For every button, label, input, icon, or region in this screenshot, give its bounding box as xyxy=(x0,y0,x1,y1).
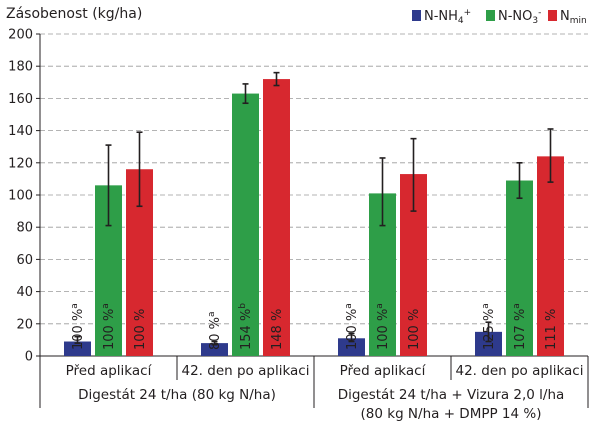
y-tick-label-200: 200 xyxy=(8,28,33,43)
y-tick-label-100: 100 xyxy=(8,189,33,204)
data-label-2-2: 100 % xyxy=(407,309,422,350)
data-label-sup-1-2: a xyxy=(375,303,385,309)
data-label-text-2-0: 100 % xyxy=(133,309,148,350)
y-tick-label-160: 160 xyxy=(8,92,33,107)
data-label-sup-0-0: a xyxy=(70,303,80,309)
legend-main-0: N-NH xyxy=(424,9,458,24)
x-axis: Před aplikací 42. den po aplikaci Před apl… xyxy=(39,356,589,422)
data-label-sup-0-3: a xyxy=(481,303,491,309)
data-label-0-2: 100 %a xyxy=(344,303,360,350)
legend-sup-1: - xyxy=(538,8,541,18)
axes: 0 20 40 60 80 100 120 140 160 180 200 xyxy=(8,28,588,365)
y-tick-label-140: 140 xyxy=(8,124,33,139)
legend-swatch-2 xyxy=(548,10,557,21)
data-label-text-1-3: 107 % xyxy=(513,309,528,350)
data-label-0-0: 100 %a xyxy=(70,303,86,350)
bar-2-1 xyxy=(263,79,290,356)
legend-main-2: N xyxy=(560,9,570,24)
data-label-2-1: 148 % xyxy=(270,309,285,350)
group-label-line2-1: (80 kg N/ha + DMPP 14 %) xyxy=(361,406,542,422)
bar-1-3 xyxy=(506,180,533,356)
category-label-1: 42. den po aplikaci xyxy=(182,363,310,379)
group-label-1: Digestát 24 t/ha + Vizura 2,0 l/ha xyxy=(338,387,565,403)
legend-label-2: Nmin xyxy=(560,9,587,26)
group-label-0: Digestát 24 t/ha (80 kg N/ha) xyxy=(78,387,276,403)
error-bars xyxy=(74,71,554,346)
legend-main-1: N-NO xyxy=(498,9,532,24)
data-label-sup-1-3: a xyxy=(512,303,522,309)
y-axis-label: Zásobenost (kg/ha) xyxy=(6,6,142,22)
grid xyxy=(40,33,588,325)
bar-1-1 xyxy=(232,93,259,356)
data-label-sup-1-0: a xyxy=(101,303,111,309)
legend-label-1: N-NO3- xyxy=(498,8,541,26)
data-label-text-0-1: 80 % xyxy=(208,317,223,350)
y-tick-label-20: 20 xyxy=(16,317,33,332)
data-label-1-3: 107 %a xyxy=(512,303,528,350)
data-label-text-2-1: 148 % xyxy=(270,309,285,350)
data-label-text-0-2: 100 % xyxy=(345,309,360,350)
data-label-2-3: 111 % xyxy=(544,309,559,350)
data-label-2-0: 100 % xyxy=(133,309,148,350)
data-label-1-2: 100 %a xyxy=(375,303,391,350)
data-label-0-1: 80 %a xyxy=(207,311,223,350)
data-label-text-1-0: 100 % xyxy=(102,309,117,350)
data-label-text-0-3: 125 % xyxy=(482,309,497,350)
data-label-text-0-0: 100 % xyxy=(71,309,86,350)
category-label-2: Před aplikací xyxy=(340,363,427,379)
y-tick-label-0: 0 xyxy=(25,350,33,365)
y-tick-label-80: 80 xyxy=(16,221,33,236)
data-label-sup-1-1: b xyxy=(238,303,248,309)
bar-0-1 xyxy=(201,343,228,356)
data-label-0-3: 125 %a xyxy=(481,303,497,350)
legend-sub-1: 3 xyxy=(532,16,538,26)
legend-swatch-0 xyxy=(412,10,421,21)
data-label-text-2-3: 111 % xyxy=(544,309,559,350)
data-label-sup-0-1: a xyxy=(207,311,217,317)
legend-sup-0: + xyxy=(464,8,472,18)
legend-sub-0: 4 xyxy=(458,16,464,26)
y-tick-label-40: 40 xyxy=(16,285,33,300)
bar-2-3 xyxy=(537,156,564,356)
data-label-text-1-1: 154 % xyxy=(239,309,254,350)
bar-0-2 xyxy=(338,338,365,356)
y-tick-label-180: 180 xyxy=(8,60,33,75)
category-label-3: 42. den po aplikaci xyxy=(456,363,584,379)
legend-label-0: N-NH4+ xyxy=(424,8,471,26)
bar-0-0 xyxy=(64,341,91,356)
data-label-1-1: 154 %b xyxy=(238,303,254,350)
data-label-1-0: 100 %a xyxy=(101,303,117,350)
data-label-text-2-2: 100 % xyxy=(407,309,422,350)
y-tick-label-60: 60 xyxy=(16,253,33,268)
data-label-text-1-2: 100 % xyxy=(376,309,391,350)
legend-swatch-1 xyxy=(486,10,495,21)
data-label-sup-0-2: a xyxy=(344,303,354,309)
legend: N-NH4+ N-NO3- Nmin xyxy=(412,8,587,26)
y-tick-label-120: 120 xyxy=(8,156,33,171)
legend-sub-2: min xyxy=(570,16,587,26)
category-label-0: Před aplikací xyxy=(66,363,153,379)
